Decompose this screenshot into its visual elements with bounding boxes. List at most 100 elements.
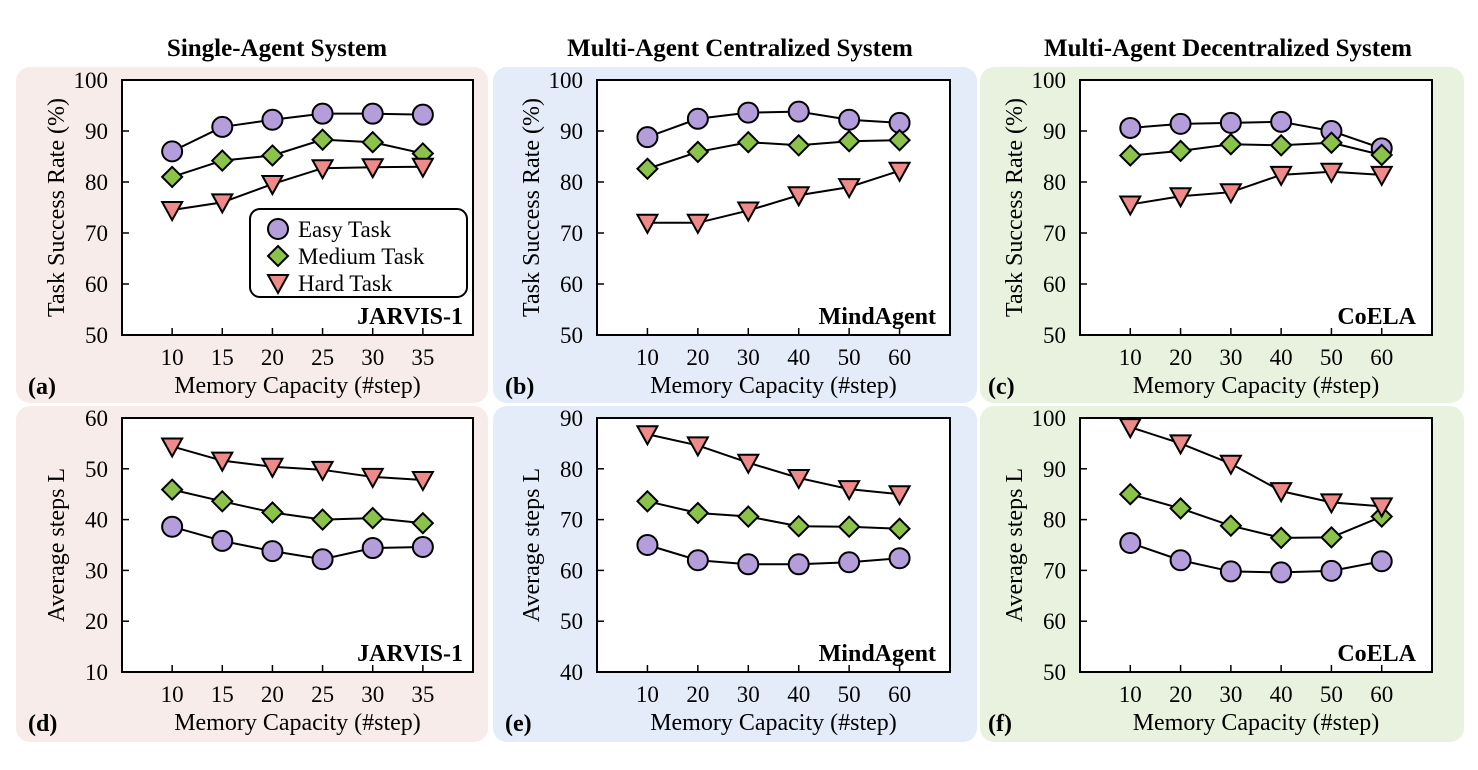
data-point-easy-task [1119,116,1142,139]
legend-box [249,208,468,298]
chart-e: 40 50 60 70 80 90 10 20 30 40 50 60 Memory Capacity … [505,406,951,737]
y-tick-label: 80 [560,457,583,482]
data-point-easy-task [261,540,284,563]
data-point-easy-task [161,515,184,538]
data-point-hard-task [1168,187,1193,209]
data-point-hard-task [210,451,234,473]
y-tick-label: 80 [1043,508,1066,533]
data-point-hard-task [1370,497,1394,519]
x-tick-label: 10 [161,682,184,707]
diamond-marker-icon [266,244,290,268]
x-tick-label: 40 [1270,345,1293,370]
data-point-hard-task [1118,418,1142,440]
data-point-easy-task [636,534,659,556]
data-point-hard-task [887,161,912,183]
y-tick-label: 80 [1043,170,1066,195]
data-point-medium-task [636,489,659,513]
y-tick-label: 60 [1043,609,1066,634]
data-point-medium-task [1169,497,1192,520]
data-point-easy-task [361,537,384,560]
x-axis-label: Memory Capacity (#step) [1133,373,1380,399]
series-line-hard-task [647,169,900,224]
data-point-hard-task [1319,493,1344,515]
x-tick-label: 60 [1370,345,1393,370]
x-tick-label: 20 [686,345,709,370]
data-point-hard-task [837,480,861,502]
data-point-hard-task [635,425,660,447]
data-point-medium-task [736,505,760,528]
data-point-hard-task [310,460,335,482]
data-point-medium-task [1269,526,1293,550]
y-tick-label: 70 [85,221,108,246]
x-axis-label: Memory Capacity (#step) [650,373,897,399]
method-label: CoELA [1337,641,1416,667]
data-point-hard-task [310,159,335,181]
data-point-hard-task [1370,165,1394,187]
data-point-hard-task [210,193,234,215]
legend-label: Easy Task [298,217,392,242]
x-tick-label: 10 [1119,682,1142,707]
data-point-easy-task [211,529,234,552]
data-point-medium-task [160,165,184,189]
x-tick-label: 30 [361,682,384,707]
y-tick-label: 50 [560,609,583,634]
data-point-hard-task [411,157,435,179]
y-tick-label: 90 [1043,119,1066,144]
x-tick-label: 40 [787,682,810,707]
charts: 50 60 70 80 90 100 10 15 20 25 30 35 Memory Capacity… [28,68,1433,737]
data-point-hard-task [361,158,385,180]
series-line-hard-task [1130,170,1382,206]
x-tick-label: 50 [838,682,861,707]
panel-letter: (c) [988,374,1015,400]
data-point-medium-task [686,501,710,525]
data-point-easy-task [161,140,184,163]
data-point-hard-task [260,175,285,197]
y-tick-label: 50 [1043,323,1066,348]
data-point-medium-task [261,501,284,524]
column-title-centralized: Multi-Agent Centralized System [567,35,913,62]
y-tick-label: 60 [85,272,108,297]
y-axis-label: Task Success Rate (%) [519,98,545,317]
data-point-medium-task [736,130,760,154]
y-tick-label: 100 [1032,406,1067,431]
data-point-medium-task [361,506,385,530]
y-tick-label: 70 [560,508,583,533]
x-tick-label: 10 [636,345,659,370]
circle-marker-icon [267,218,289,240]
x-axis-label: Memory Capacity (#step) [174,710,421,736]
data-point-easy-task [1270,110,1293,133]
data-point-hard-task [361,467,385,489]
data-point-medium-task [888,517,911,541]
data-point-medium-task [837,515,861,539]
column-titles: Single-Agent System Multi-Agent Centrali… [167,35,1412,62]
data-point-hard-task [887,485,912,507]
data-point-hard-task [787,186,811,208]
x-tick-label: 15 [211,345,234,370]
y-axis-label: Task Success Rate (%) [1002,98,1028,317]
x-tick-label: 20 [261,682,284,707]
y-tick-label: 60 [560,272,583,297]
y-tick-label: 100 [1032,68,1067,93]
y-tick-label: 90 [560,119,583,144]
y-tick-label: 40 [85,508,108,533]
x-tick-label: 25 [311,345,334,370]
data-point-medium-task [1118,482,1142,506]
x-tick-label: 40 [787,345,810,370]
x-tick-label: 50 [838,345,861,370]
data-point-easy-task [686,549,709,572]
data-point-easy-task [1219,111,1242,134]
series-line-hard-task [171,165,423,212]
y-tick-label: 80 [85,170,108,195]
legend-label: Hard Task [298,271,393,296]
x-tick-label: 15 [211,682,234,707]
data-point-easy-task [1370,550,1393,573]
chart-c: 50 60 70 80 90 100 10 20 30 40 50 60 Memory Capacity… [988,68,1433,400]
data-point-hard-task [160,437,184,459]
data-point-hard-task [160,201,184,223]
method-label: JARVIS-1 [357,641,463,667]
data-point-hard-task [1269,482,1293,504]
data-point-easy-task [411,103,434,126]
chart-d: 10 20 30 40 50 60 10 15 20 25 30 35 Memory Capacity … [28,406,474,737]
data-point-easy-task [1119,531,1142,554]
y-tick-label: 10 [85,660,108,685]
